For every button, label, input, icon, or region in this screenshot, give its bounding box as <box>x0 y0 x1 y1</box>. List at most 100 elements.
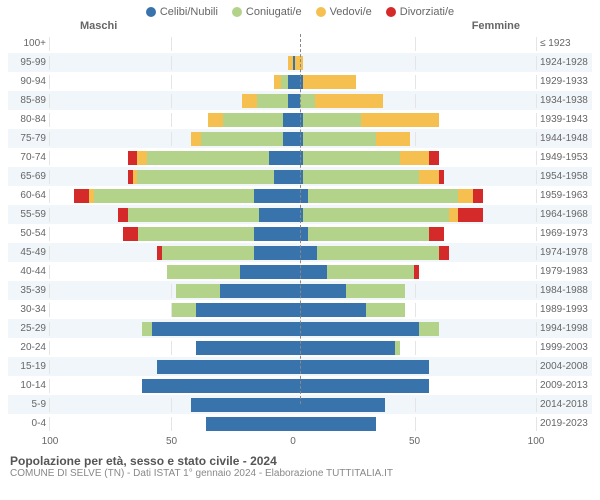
male-bar <box>50 94 293 108</box>
female-bar <box>293 417 536 431</box>
female-bar <box>293 265 536 279</box>
female-bar <box>293 37 536 51</box>
segment-cel <box>240 265 293 279</box>
segment-cel <box>293 341 395 355</box>
segment-con <box>303 208 449 222</box>
gender-headers: Maschi Femmine <box>0 20 600 34</box>
segment-cel <box>196 303 293 317</box>
age-label: 25-29 <box>8 323 50 334</box>
segment-cel <box>254 227 293 241</box>
segment-cel <box>274 170 293 184</box>
birth-label: 1984-1988 <box>536 285 592 296</box>
male-bar <box>50 246 293 260</box>
segment-cel <box>293 170 303 184</box>
segment-cel <box>293 398 385 412</box>
age-label: 60-64 <box>8 190 50 201</box>
birth-label: 1929-1933 <box>536 76 592 87</box>
legend-item: Vedovi/e <box>316 6 372 18</box>
segment-div <box>74 189 89 203</box>
segment-ved <box>449 208 459 222</box>
segment-cel <box>220 284 293 298</box>
segment-cel <box>293 132 303 146</box>
segment-con <box>300 94 315 108</box>
x-tick: 100 <box>528 436 545 447</box>
birth-label: 1949-1953 <box>536 152 592 163</box>
age-label: 15-19 <box>8 361 50 372</box>
segment-cel <box>293 151 303 165</box>
x-tick: 100 <box>42 436 59 447</box>
segment-ved <box>419 170 438 184</box>
birth-label: 1944-1948 <box>536 133 592 144</box>
segment-cel <box>206 417 293 431</box>
segment-cel <box>152 322 293 336</box>
birth-label: 1969-1973 <box>536 228 592 239</box>
segment-cel <box>196 341 293 355</box>
age-label: 0-4 <box>8 418 50 429</box>
segment-con <box>172 303 196 317</box>
male-bar <box>50 417 293 431</box>
segment-cel <box>283 113 293 127</box>
segment-con <box>303 170 420 184</box>
segment-div <box>439 246 449 260</box>
segment-div <box>128 151 138 165</box>
segment-con <box>257 94 289 108</box>
male-bar <box>50 322 293 336</box>
segment-con <box>395 341 400 355</box>
segment-cel <box>293 246 317 260</box>
birth-label: 1924-1928 <box>536 57 592 68</box>
chart-title: Popolazione per età, sesso e stato civil… <box>10 454 590 468</box>
segment-cel <box>293 284 346 298</box>
age-label: 30-34 <box>8 304 50 315</box>
female-bar <box>293 208 536 222</box>
segment-ved <box>191 132 201 146</box>
header-female: Femmine <box>472 20 520 32</box>
segment-ved <box>361 113 439 127</box>
segment-con <box>327 265 414 279</box>
segment-con <box>137 170 273 184</box>
age-label: 65-69 <box>8 171 50 182</box>
female-bar <box>293 246 536 260</box>
segment-div <box>118 208 128 222</box>
birth-label: 1989-1993 <box>536 304 592 315</box>
segment-con <box>201 132 284 146</box>
segment-cel <box>293 322 419 336</box>
segment-div <box>439 170 444 184</box>
segment-con <box>281 75 288 89</box>
birth-label: 1994-1998 <box>536 323 592 334</box>
segment-cel <box>293 360 429 374</box>
male-bar <box>50 189 293 203</box>
segment-ved <box>376 132 410 146</box>
birth-label: 1964-1968 <box>536 209 592 220</box>
female-bar <box>293 170 536 184</box>
legend-dot <box>386 7 396 17</box>
segment-div <box>458 208 482 222</box>
segment-con <box>128 208 259 222</box>
header-male: Maschi <box>80 20 117 32</box>
male-bar <box>50 208 293 222</box>
female-bar <box>293 75 536 89</box>
birth-label: 1959-1963 <box>536 190 592 201</box>
segment-cel <box>293 75 303 89</box>
age-label: 100+ <box>8 38 50 49</box>
legend-label: Coniugati/e <box>246 6 302 18</box>
segment-con <box>223 113 284 127</box>
female-bar <box>293 303 536 317</box>
female-bar <box>293 398 536 412</box>
age-label: 35-39 <box>8 285 50 296</box>
male-bar <box>50 303 293 317</box>
legend-dot <box>232 7 242 17</box>
age-label: 95-99 <box>8 57 50 68</box>
chart-area: Fasce di età Anni di nascita 100+≤ 19239… <box>0 34 600 434</box>
birth-label: 2014-2018 <box>536 399 592 410</box>
segment-con <box>162 246 254 260</box>
segment-con <box>303 132 376 146</box>
age-label: 80-84 <box>8 114 50 125</box>
age-label: 85-89 <box>8 95 50 106</box>
segment-ved <box>400 151 429 165</box>
age-label: 75-79 <box>8 133 50 144</box>
birth-label: 1979-1983 <box>536 266 592 277</box>
age-label: 20-24 <box>8 342 50 353</box>
legend-item: Divorziati/e <box>386 6 454 18</box>
age-label: 45-49 <box>8 247 50 258</box>
segment-cel <box>254 189 293 203</box>
